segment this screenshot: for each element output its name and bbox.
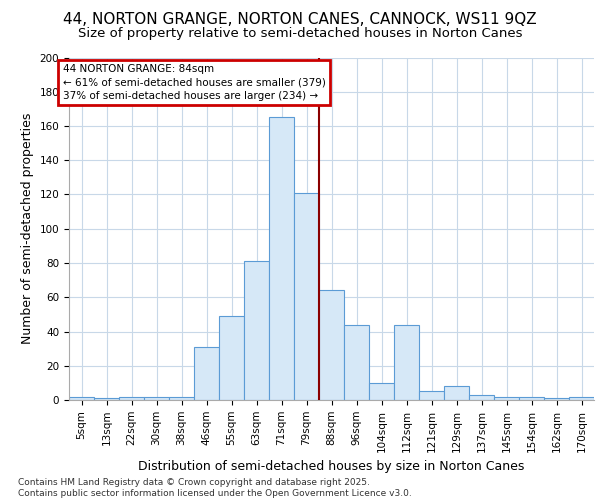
X-axis label: Distribution of semi-detached houses by size in Norton Canes: Distribution of semi-detached houses by … [139,460,524,473]
Bar [519,396,544,400]
Text: Size of property relative to semi-detached houses in Norton Canes: Size of property relative to semi-detach… [78,28,522,40]
Bar [569,396,594,400]
Y-axis label: Number of semi-detached properties: Number of semi-detached properties [21,113,34,344]
Bar [444,386,469,400]
Bar [419,392,444,400]
Text: Contains HM Land Registry data © Crown copyright and database right 2025.
Contai: Contains HM Land Registry data © Crown c… [18,478,412,498]
Text: 44, NORTON GRANGE, NORTON CANES, CANNOCK, WS11 9QZ: 44, NORTON GRANGE, NORTON CANES, CANNOCK… [63,12,537,28]
Bar [219,316,244,400]
Bar [369,383,394,400]
Bar [394,324,419,400]
Bar [494,396,519,400]
Bar [294,193,319,400]
Bar [269,118,294,400]
Bar [194,347,219,400]
Bar [544,398,569,400]
Bar [169,396,194,400]
Bar [94,398,119,400]
Text: 44 NORTON GRANGE: 84sqm
← 61% of semi-detached houses are smaller (379)
37% of s: 44 NORTON GRANGE: 84sqm ← 61% of semi-de… [62,64,325,100]
Bar [244,262,269,400]
Bar [119,396,144,400]
Bar [319,290,344,400]
Bar [469,395,494,400]
Bar [344,324,369,400]
Bar [144,396,169,400]
Bar [69,396,94,400]
